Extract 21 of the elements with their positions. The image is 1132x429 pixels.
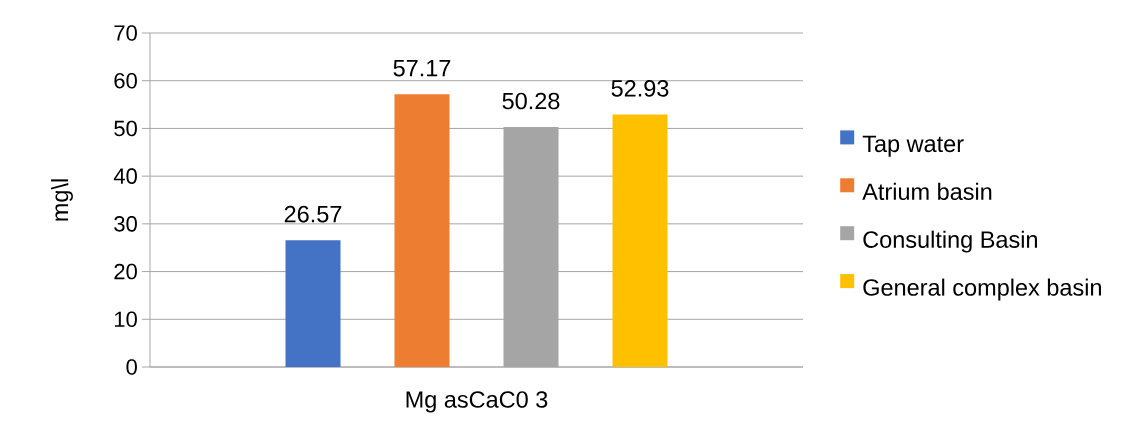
bar bbox=[285, 240, 341, 367]
legend-label: Atrium basin bbox=[862, 182, 992, 201]
y-tick-label: 20 bbox=[114, 263, 137, 280]
y-tick-label: 70 bbox=[114, 25, 137, 41]
y-axis-title: mg\l bbox=[51, 179, 73, 221]
y-tick-label: 0 bbox=[126, 359, 137, 375]
bar bbox=[612, 114, 668, 367]
y-tick-label: 10 bbox=[115, 311, 137, 328]
y-tick-label: 60 bbox=[114, 72, 137, 89]
y-tick-label: 50 bbox=[114, 120, 137, 137]
legend-label: General complex basin bbox=[863, 278, 1101, 301]
data-label: 57.17 bbox=[393, 60, 451, 77]
y-tick-label: 30 bbox=[114, 216, 137, 232]
legend-label: Consulting Basin bbox=[863, 230, 1037, 253]
legend-label: Tap water bbox=[862, 135, 964, 157]
data-label: 50.28 bbox=[502, 92, 560, 110]
data-label: 52.93 bbox=[611, 80, 669, 97]
x-tick-label: Mg asCaC0 3 bbox=[406, 391, 548, 413]
data-label: 26.57 bbox=[284, 205, 342, 223]
y-tick-label: 40 bbox=[113, 168, 137, 184]
bar bbox=[394, 94, 450, 367]
